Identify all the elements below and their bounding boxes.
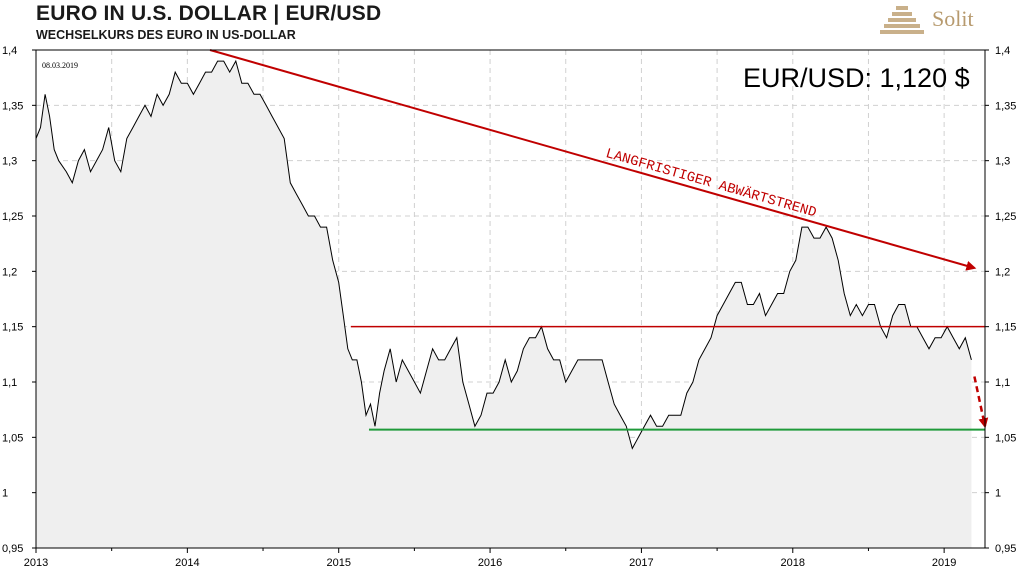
price-area xyxy=(36,61,972,548)
solit-logo xyxy=(880,6,924,34)
y-tick-label: 0,95 xyxy=(995,543,1016,555)
x-tick-label: 2019 xyxy=(932,557,956,569)
x-axis: 2013 2014 2015 2016 2017 2018 2019 xyxy=(24,548,956,569)
downtrend-arrow xyxy=(209,49,977,271)
date-label: 08.03.2019 xyxy=(42,61,78,70)
y-tick-label: 1 xyxy=(2,488,8,500)
x-tick-label: 2015 xyxy=(326,557,350,569)
y-tick-label: 1,15 xyxy=(995,322,1016,334)
chart-subtitle: WECHSELKURS DES EURO IN US-DOLLAR xyxy=(36,28,296,42)
y-tick-label: 1,3 xyxy=(995,156,1010,168)
plot-frame xyxy=(35,49,986,549)
x-tick-label: 2018 xyxy=(781,557,805,569)
y-axis-left: 0,95 1 1,05 1,1 1,15 1,2 1,25 1,3 1,35 1,4 xyxy=(2,45,36,555)
x-tick-label: 2014 xyxy=(175,557,199,569)
y-tick-label: 1,15 xyxy=(2,322,23,334)
y-tick-label: 1,4 xyxy=(995,45,1010,57)
x-tick-label: 2017 xyxy=(629,557,653,569)
y-tick-label: 1,2 xyxy=(995,266,1010,278)
y-tick-label: 1 xyxy=(995,488,1001,500)
y-tick-label: 1,3 xyxy=(2,156,17,168)
y-tick-label: 1,1 xyxy=(995,377,1010,389)
x-tick-label: 2013 xyxy=(24,557,48,569)
brand-name: Solit xyxy=(932,6,974,31)
trend-label: LANGFRISTIGER ABWÄRTSTREND xyxy=(604,144,819,221)
y-tick-label: 1,35 xyxy=(2,100,23,112)
y-axis-right: 0,95 1 1,05 1,1 1,15 1,2 1,25 1,3 1,35 1,4 xyxy=(985,45,1016,555)
y-tick-label: 1,05 xyxy=(995,432,1016,444)
y-tick-label: 1,25 xyxy=(2,211,23,223)
y-tick-label: 1,05 xyxy=(2,432,23,444)
x-tick-label: 2016 xyxy=(478,557,502,569)
y-tick-label: 0,95 xyxy=(2,543,23,555)
current-value-label: EUR/USD: 1,120 $ xyxy=(743,63,970,93)
y-tick-label: 1,35 xyxy=(995,100,1016,112)
pyramid-logo-icon xyxy=(880,6,924,34)
projection-arrow xyxy=(973,376,989,429)
y-tick-label: 1,2 xyxy=(2,266,17,278)
chart-title: EURO IN U.S. DOLLAR | EUR/USD xyxy=(36,2,382,25)
y-tick-label: 1,1 xyxy=(2,377,17,389)
y-tick-label: 1,25 xyxy=(995,211,1016,223)
eur-usd-price-line xyxy=(35,59,972,450)
y-tick-label: 1,4 xyxy=(2,45,17,57)
